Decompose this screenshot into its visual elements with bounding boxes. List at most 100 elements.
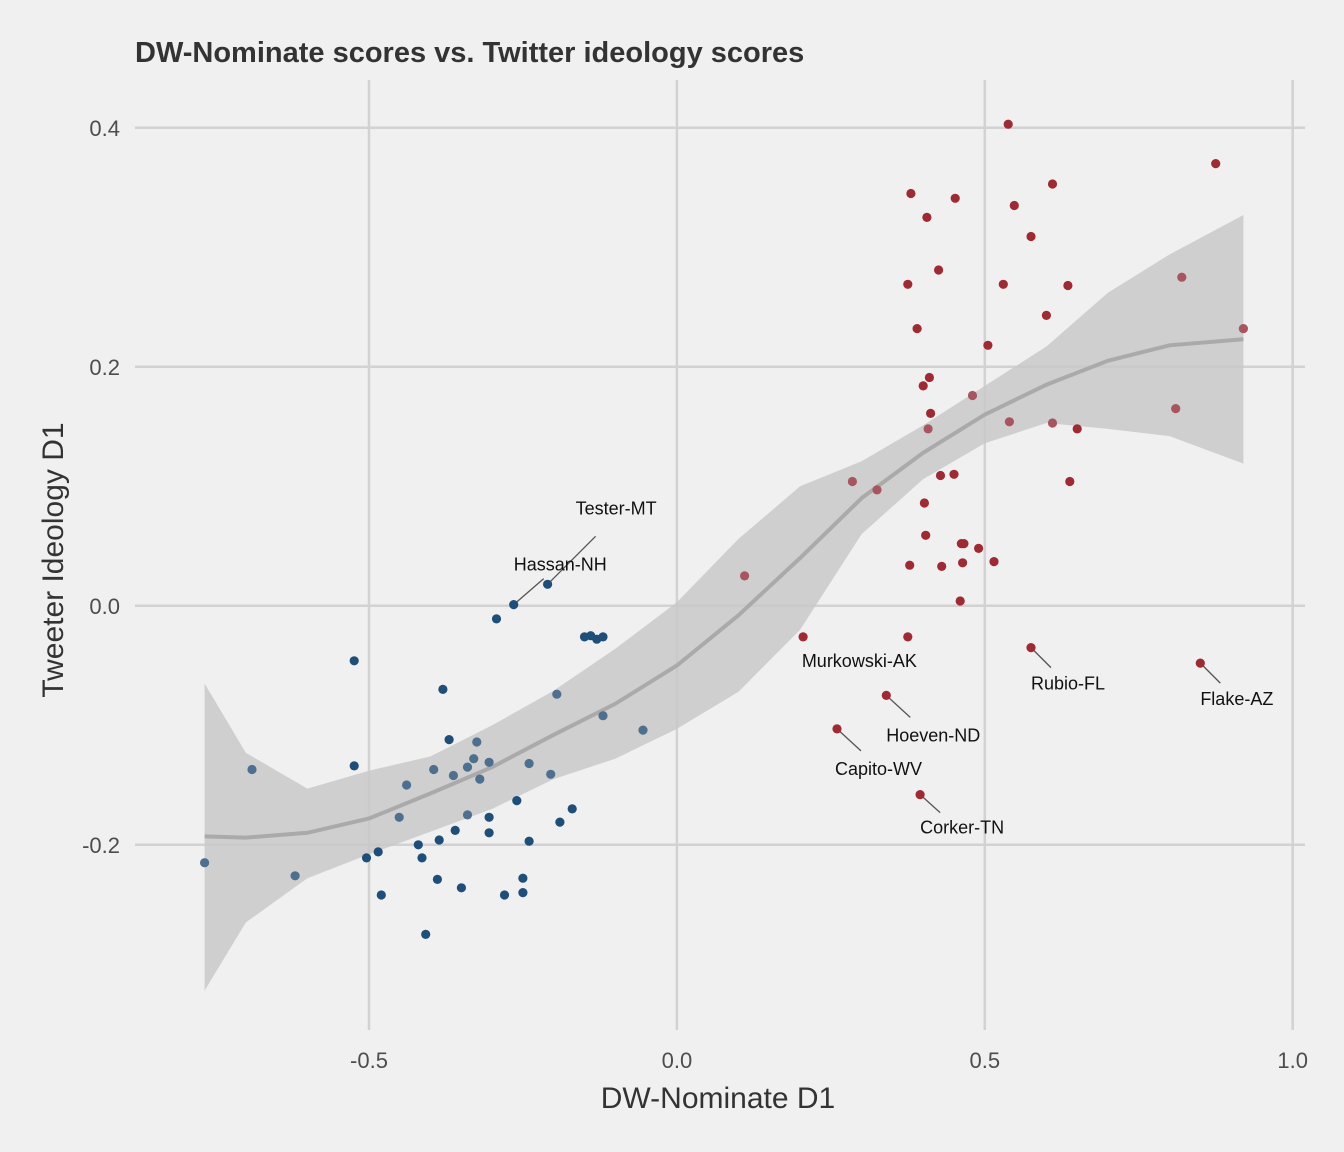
republican-point: [847, 476, 858, 487]
republican-point: [989, 557, 999, 567]
label-leader-line: [547, 535, 597, 585]
chart-title: DW-Nominate scores vs. Twitter ideology …: [135, 37, 804, 69]
point-labels: Hassan-NH Tester-MT Capito-WV Hoeven-ND Murk…: [514, 498, 1274, 837]
democrat-point: [567, 804, 577, 814]
democrat-point: [361, 853, 372, 863]
republican-point: [905, 560, 915, 570]
point-label: Hoeven-ND: [886, 725, 980, 745]
democrat-point: [444, 735, 454, 745]
republican-point: [926, 408, 936, 418]
democrat-point: [402, 780, 412, 790]
democrat-point: [434, 835, 444, 845]
democrat-point: [512, 796, 522, 806]
republican-point: [935, 470, 946, 481]
y-tick-label: 0.4: [89, 116, 120, 141]
republican-point: [950, 193, 960, 203]
republican-point: [1026, 231, 1036, 242]
republican-point: [922, 212, 932, 222]
republican-point: [1041, 310, 1051, 320]
democrat-point: [472, 737, 482, 747]
democrat-point: [413, 840, 423, 850]
point-label: Rubio-FL: [1031, 674, 1105, 694]
republican-point: [1195, 658, 1205, 668]
republican-point: [924, 372, 935, 383]
republican-point: [915, 790, 925, 800]
smooth-line: [204, 337, 1244, 840]
x-axis-title: DW-Nominate D1: [601, 1082, 836, 1115]
democrat-point: [290, 871, 300, 881]
democrat-point: [499, 890, 510, 900]
democrat-point: [484, 757, 494, 767]
republican-point: [872, 485, 882, 495]
republican-point: [1047, 418, 1058, 428]
gridlines: [135, 80, 1305, 1030]
point-label: Flake-AZ: [1200, 689, 1273, 709]
democrat-point: [448, 770, 458, 781]
republican-point: [740, 571, 750, 581]
democrat-point: [598, 711, 608, 721]
democrat-point: [462, 810, 473, 820]
data-points: [200, 119, 1248, 940]
democrat-point: [438, 684, 448, 695]
label-leader-line: [1030, 647, 1052, 669]
confidence-band: [204, 215, 1244, 991]
confidence-band-area: [204, 215, 1244, 991]
democrat-point: [491, 614, 502, 624]
republican-point: [949, 469, 959, 479]
democrat-point: [247, 764, 257, 775]
republican-point: [1047, 179, 1058, 189]
republican-point: [959, 539, 969, 549]
democrat-point: [429, 764, 439, 775]
label-leader-line: [513, 578, 545, 606]
x-tick-label: 1.0: [1277, 1048, 1308, 1073]
republican-point: [958, 558, 968, 568]
republican-point: [1003, 119, 1013, 129]
democrat-point: [475, 774, 485, 784]
republican-point: [983, 340, 993, 350]
republican-point: [1009, 200, 1019, 211]
democrat-point: [484, 828, 494, 838]
republican-point: [912, 324, 922, 334]
republican-point: [919, 498, 930, 508]
republican-point: [1171, 404, 1181, 414]
y-tick-labels: 0.4 0.2 0.0 -0.2: [82, 116, 120, 858]
democrat-point: [421, 929, 431, 940]
republican-point: [934, 265, 944, 275]
y-tick-label: -0.2: [82, 833, 120, 858]
democrat-point: [200, 858, 210, 868]
republican-point: [1072, 424, 1082, 434]
democrat-point: [394, 812, 404, 822]
republican-point: [955, 596, 965, 606]
x-tick-label: 0.5: [969, 1048, 1000, 1073]
republican-point: [998, 279, 1008, 289]
republican-point: [903, 279, 913, 289]
x-tick-label: -0.5: [350, 1048, 388, 1073]
republican-point: [921, 530, 931, 540]
republican-point: [1004, 417, 1015, 427]
democrat-point: [524, 836, 534, 846]
republican-point: [798, 632, 808, 642]
democrat-point: [349, 656, 359, 666]
democrat-point: [543, 579, 553, 589]
label-leader-line: [836, 728, 862, 752]
democrat-point: [552, 689, 562, 699]
point-label: Hassan-NH: [514, 555, 607, 575]
democrat-point: [456, 883, 466, 893]
label-leader-line: [885, 694, 911, 718]
democrat-point: [373, 847, 383, 857]
republican-point: [832, 724, 842, 734]
democrat-point: [518, 873, 528, 883]
republican-point: [881, 690, 891, 701]
republican-point: [974, 543, 984, 554]
democrat-point: [462, 762, 473, 772]
republican-point: [1211, 159, 1221, 169]
x-tick-labels: -0.5 0.0 0.5 1.0: [350, 1048, 1308, 1073]
republican-point: [1063, 280, 1073, 291]
democrat-point: [450, 825, 460, 836]
democrat-point: [546, 769, 556, 779]
label-leader-line: [1199, 662, 1221, 684]
democrat-point: [417, 853, 427, 863]
republican-point: [1026, 643, 1036, 653]
y-tick-label: 0.0: [89, 594, 120, 619]
point-label: Capito-WV: [835, 759, 922, 779]
